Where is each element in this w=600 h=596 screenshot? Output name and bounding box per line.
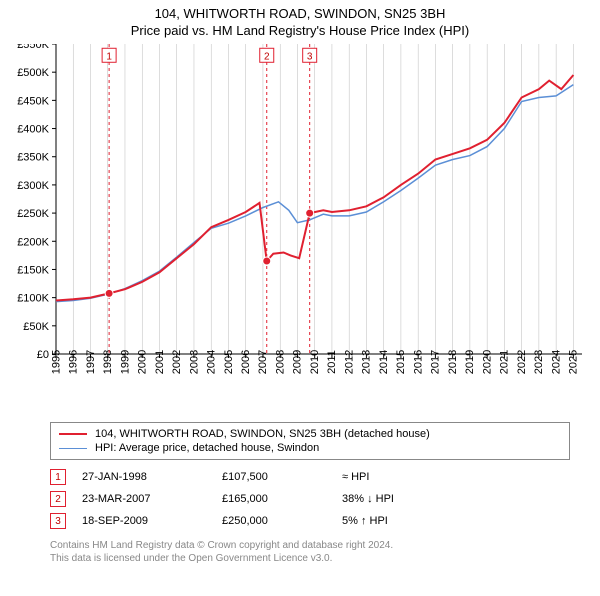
x-tick-label: 1997	[85, 350, 97, 374]
x-tick-label: 2012	[343, 350, 355, 374]
legend-item: HPI: Average price, detached house, Swin…	[59, 441, 561, 455]
x-tick-label: 2010	[309, 350, 321, 374]
y-tick-label: £50K	[23, 321, 49, 333]
x-tick-label: 2016	[412, 350, 424, 374]
y-tick-label: £250K	[17, 208, 49, 220]
x-tick-label: 2006	[240, 350, 252, 374]
x-tick-label: 2019	[464, 350, 476, 374]
sale-row-delta: 5% ↑ HPI	[342, 515, 462, 527]
y-tick-label: £100K	[17, 293, 49, 305]
x-tick-label: 1999	[119, 350, 131, 374]
sales-row: 2 23-MAR-2007£165,00038% ↓ HPI	[50, 488, 570, 510]
sale-marker-number: 2	[264, 51, 270, 62]
x-tick-label: 2020	[481, 350, 493, 374]
sale-row-price: £250,000	[222, 515, 342, 527]
legend-label: 104, WHITWORTH ROAD, SWINDON, SN25 3BH (…	[95, 428, 430, 440]
attribution: Contains HM Land Registry data © Crown c…	[50, 540, 570, 565]
x-tick-label: 2018	[447, 350, 459, 374]
x-tick-label: 2017	[430, 350, 442, 374]
y-tick-label: £550K	[17, 44, 49, 51]
y-tick-label: £300K	[17, 180, 49, 192]
sales-row: 1 27-JAN-1998£107,500≈ HPI	[50, 466, 570, 488]
legend-swatch	[59, 433, 87, 435]
x-tick-label: 2009	[292, 350, 304, 374]
x-tick-label: 2015	[395, 350, 407, 374]
legend-swatch	[59, 448, 87, 449]
sale-marker-number: 3	[307, 51, 313, 62]
sale-row-date: 18-SEP-2009	[82, 515, 222, 527]
x-tick-label: 2022	[516, 350, 528, 374]
y-tick-label: £400K	[17, 124, 49, 136]
sale-row-delta: ≈ HPI	[342, 471, 462, 483]
x-tick-label: 1995	[50, 350, 62, 374]
legend-item: 104, WHITWORTH ROAD, SWINDON, SN25 3BH (…	[59, 427, 561, 441]
x-tick-label: 2000	[137, 350, 149, 374]
price-chart: £0 £50K £100K £150K £200K £250K £300K £350K £400…	[0, 44, 600, 414]
x-tick-label: 2001	[154, 350, 166, 374]
x-tick-label: 2003	[188, 350, 200, 374]
x-tick-label: 2013	[361, 350, 373, 374]
sale-marker-dot	[105, 289, 113, 297]
x-tick-label: 2005	[223, 350, 235, 374]
chart-area: £0 £50K £100K £150K £200K £250K £300K £350K £400…	[0, 44, 600, 414]
sales-row: 3 18-SEP-2009£250,0005% ↑ HPI	[50, 510, 570, 532]
sale-row-marker: 2	[50, 491, 66, 507]
y-tick-label: £450K	[17, 95, 49, 107]
x-tick-label: 2021	[499, 350, 511, 374]
sale-row-date: 23-MAR-2007	[82, 493, 222, 505]
x-tick-label: 2007	[257, 350, 269, 374]
attribution-line2: This data is licensed under the Open Gov…	[50, 553, 570, 566]
x-tick-label: 2004	[206, 350, 218, 374]
legend-label: HPI: Average price, detached house, Swin…	[95, 442, 319, 454]
sale-row-marker: 3	[50, 513, 66, 529]
legend: 104, WHITWORTH ROAD, SWINDON, SN25 3BH (…	[50, 422, 570, 460]
sale-marker-number: 1	[106, 51, 112, 62]
x-tick-label: 2014	[378, 350, 390, 374]
y-tick-label: £500K	[17, 67, 49, 79]
attribution-line1: Contains HM Land Registry data © Crown c…	[50, 540, 570, 553]
sale-marker-dot	[306, 209, 314, 217]
x-tick-label: 2023	[533, 350, 545, 374]
x-tick-label: 2008	[274, 350, 286, 374]
sale-row-price: £107,500	[222, 471, 342, 483]
y-tick-label: £350K	[17, 152, 49, 164]
x-tick-label: 1998	[102, 350, 114, 374]
y-tick-label: £200K	[17, 236, 49, 248]
sale-row-marker: 1	[50, 469, 66, 485]
sale-row-price: £165,000	[222, 493, 342, 505]
sale-row-date: 27-JAN-1998	[82, 471, 222, 483]
x-tick-label: 2025	[568, 350, 580, 374]
x-tick-label: 2011	[326, 350, 338, 374]
y-tick-label: £150K	[17, 264, 49, 276]
sale-row-delta: 38% ↓ HPI	[342, 493, 462, 505]
x-tick-label: 2002	[171, 350, 183, 374]
y-tick-label: £0	[37, 349, 49, 361]
sales-table: 1 27-JAN-1998£107,500≈ HPI 2 23-MAR-2007£16…	[50, 466, 570, 532]
chart-title-line2: Price paid vs. HM Land Registry's House …	[0, 23, 600, 38]
x-tick-label: 2024	[550, 350, 562, 374]
sale-marker-dot	[263, 257, 271, 265]
chart-title-line1: 104, WHITWORTH ROAD, SWINDON, SN25 3BH	[0, 6, 600, 21]
x-tick-label: 1996	[68, 350, 80, 374]
